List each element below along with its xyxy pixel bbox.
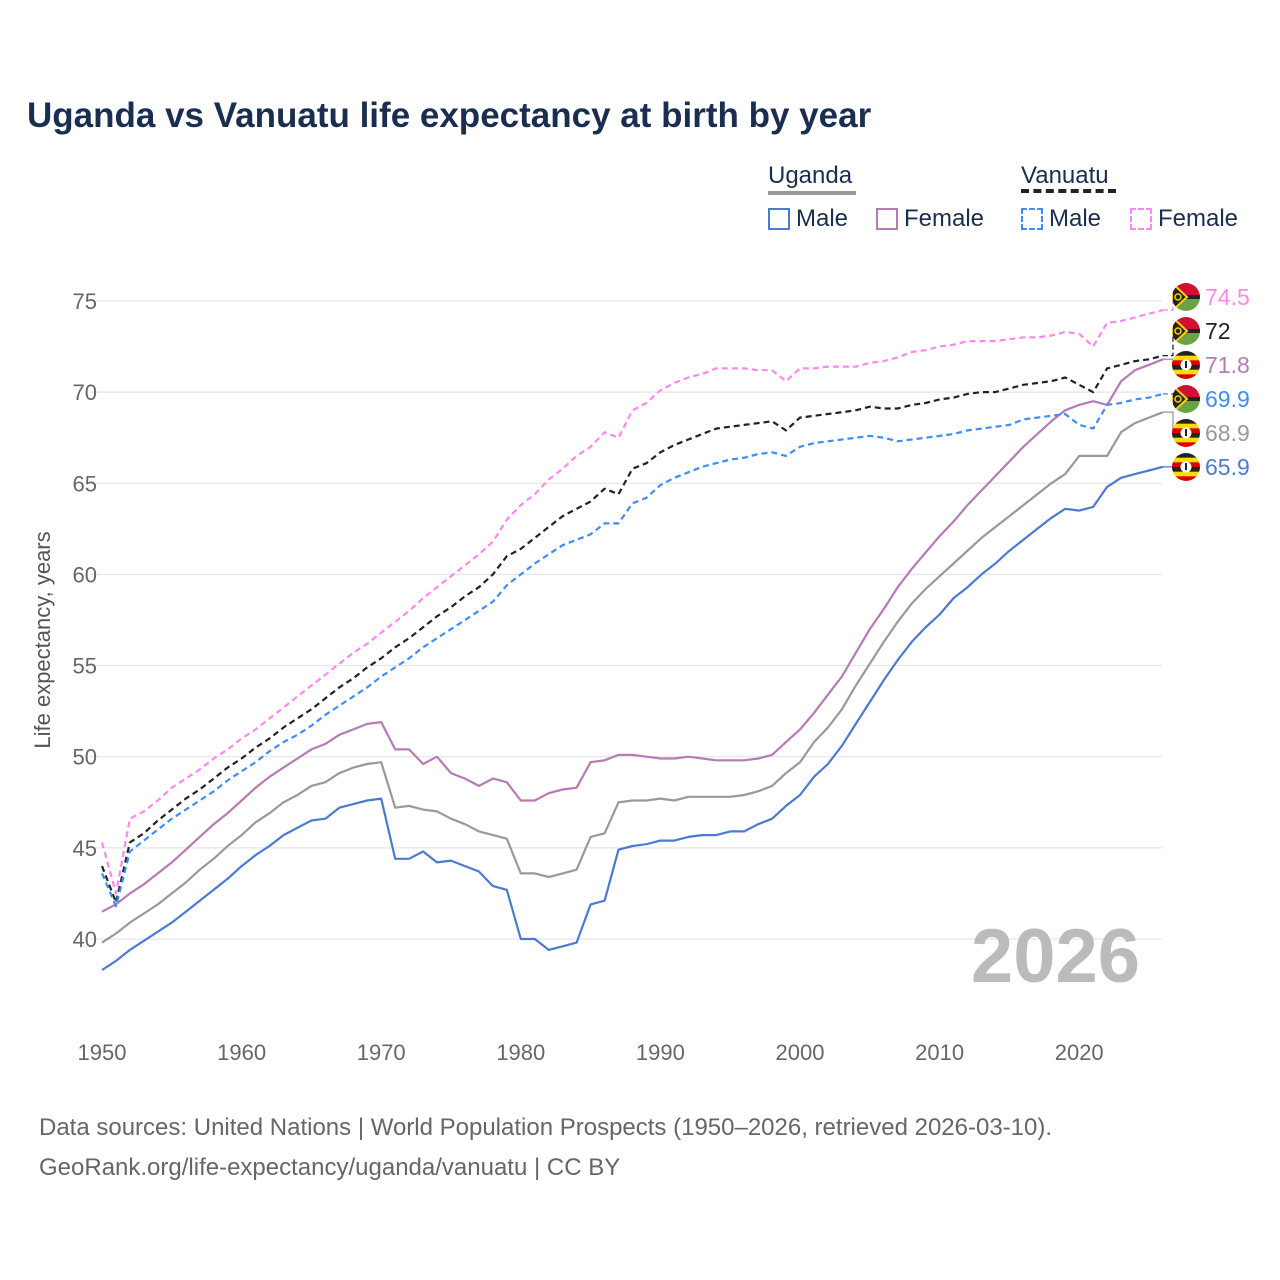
y-tick-label: 60 xyxy=(73,562,97,587)
legend-uganda-line xyxy=(768,191,856,195)
chart-title: Uganda vs Vanuatu life expectancy at bir… xyxy=(27,96,872,135)
y-tick-label: 70 xyxy=(73,380,97,405)
series-line-vanuatu-both xyxy=(100,354,1164,904)
y-tick-label: 75 xyxy=(73,289,97,314)
legend-group-vanuatu: Vanuatu xyxy=(1021,162,1109,189)
x-tick-label: 2000 xyxy=(776,1040,825,1065)
legend-swatch xyxy=(768,208,790,230)
legend-uganda-male: Male xyxy=(768,205,848,233)
legend-label: Male xyxy=(796,205,849,232)
x-tick-label: 1960 xyxy=(217,1040,266,1065)
legend-vanuatu-male: Male xyxy=(1021,205,1101,233)
vanuatu-flag-icon xyxy=(1172,385,1200,413)
end-value-label: 69.9 xyxy=(1205,386,1250,412)
legend-swatch xyxy=(1021,208,1043,230)
legend-label: Female xyxy=(904,205,985,232)
x-tick-label: 1990 xyxy=(636,1040,685,1065)
series-line-vanuatu-male xyxy=(100,392,1164,908)
legend-swatch xyxy=(876,208,898,230)
y-tick-label: 40 xyxy=(73,927,97,952)
end-value-label: 68.9 xyxy=(1205,420,1250,446)
y-tick-label: 45 xyxy=(73,836,97,861)
legend-uganda-female: Female xyxy=(876,205,984,233)
legend-vanuatu-female: Female xyxy=(1130,205,1238,233)
end-value-label: 65.9 xyxy=(1205,454,1250,480)
x-tick-label: 2020 xyxy=(1055,1040,1104,1065)
uganda-flag-icon xyxy=(1172,351,1200,379)
end-value-label: 71.8 xyxy=(1205,352,1250,378)
vanuatu-flag-icon xyxy=(1172,317,1200,345)
y-tick-label: 65 xyxy=(73,471,97,496)
source-line: Data sources: United Nations | World Pop… xyxy=(39,1114,1053,1141)
x-tick-label: 1970 xyxy=(357,1040,406,1065)
vanuatu-flag-icon xyxy=(1172,283,1200,311)
legend-vanuatu-line xyxy=(1021,189,1116,193)
y-tick-label: 50 xyxy=(73,745,97,770)
x-tick-label: 1980 xyxy=(496,1040,545,1065)
end-value-label: 74.5 xyxy=(1205,284,1250,310)
series-line-uganda-male xyxy=(101,465,1164,971)
uganda-flag-icon xyxy=(1172,453,1200,481)
year-watermark: 2026 xyxy=(971,914,1140,999)
y-tick-label: 55 xyxy=(73,654,97,679)
series-line-uganda-female xyxy=(101,358,1164,913)
source-note: Data sources: United Nations | World Pop… xyxy=(39,1108,1052,1188)
series-line-uganda-both xyxy=(101,411,1164,944)
x-tick-label: 1950 xyxy=(78,1040,127,1065)
series-line-vanuatu-female xyxy=(100,309,1164,895)
source-link[interactable]: GeoRank.org/life-expectancy/uganda/vanua… xyxy=(39,1154,621,1181)
end-value-label: 72 xyxy=(1205,318,1231,344)
legend-label: Male xyxy=(1049,205,1102,232)
legend-swatch xyxy=(1130,208,1152,230)
legend-label: Female xyxy=(1158,205,1239,232)
y-axis-label: Life expectancy, years xyxy=(30,531,55,748)
x-tick-label: 2010 xyxy=(915,1040,964,1065)
legend-group-uganda: Uganda xyxy=(768,162,853,189)
uganda-flag-icon xyxy=(1172,419,1200,447)
